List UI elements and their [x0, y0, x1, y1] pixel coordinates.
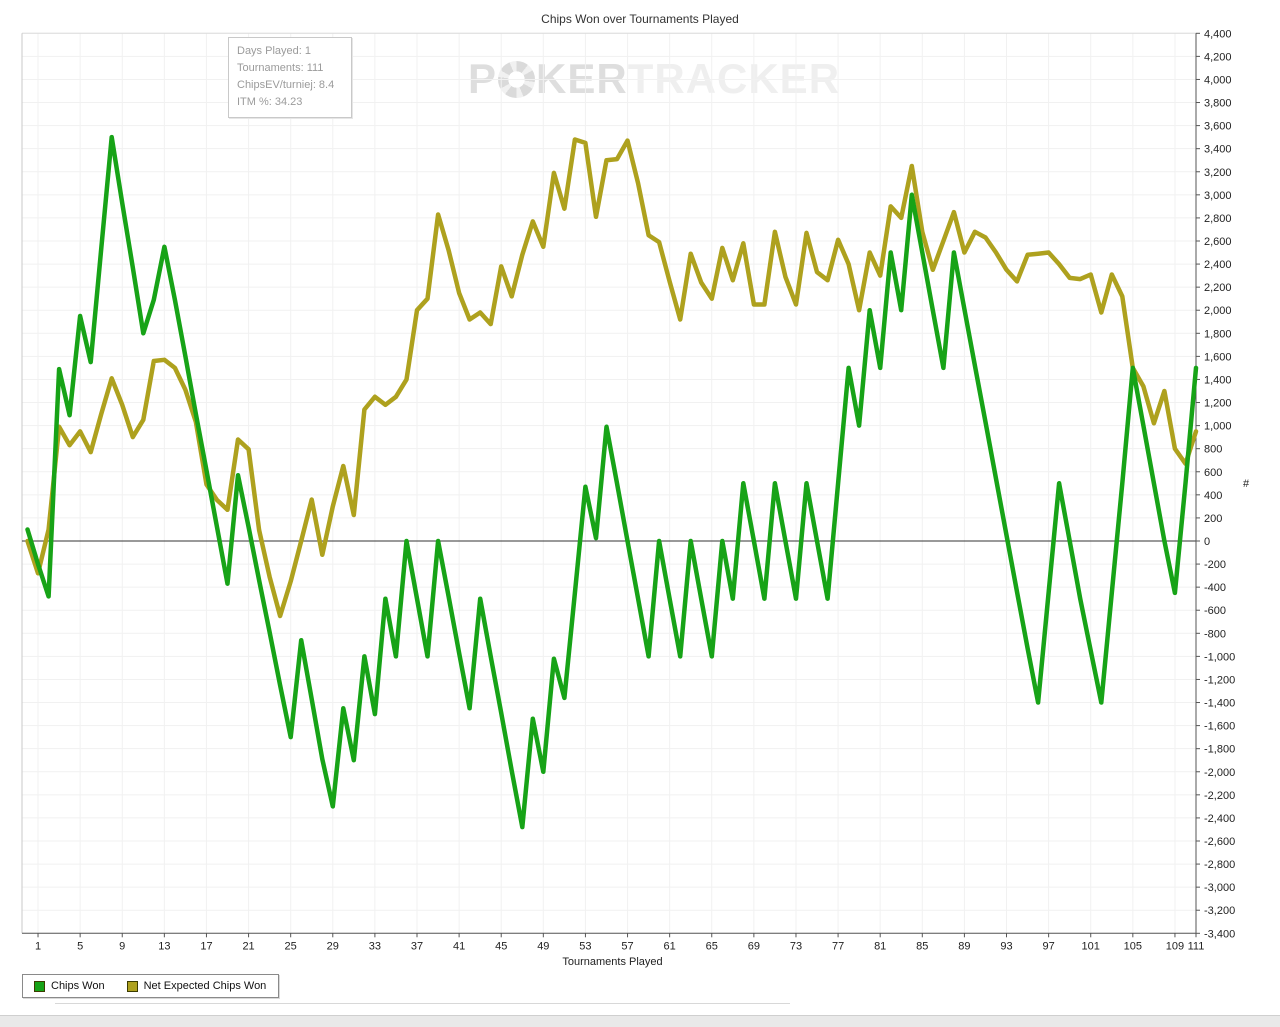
- svg-text:-1,000: -1,000: [1204, 651, 1235, 663]
- svg-text:3,400: 3,400: [1204, 144, 1232, 156]
- svg-text:5: 5: [77, 940, 83, 952]
- svg-text:4,400: 4,400: [1204, 28, 1232, 40]
- svg-text:4,000: 4,000: [1204, 74, 1232, 86]
- svg-text:1: 1: [35, 940, 41, 952]
- svg-text:97: 97: [1042, 940, 1054, 952]
- svg-text:37: 37: [411, 940, 423, 952]
- svg-text:400: 400: [1204, 490, 1222, 502]
- tooltip-chips-ev: ChipsEV/turniej: 8.4: [237, 79, 335, 91]
- svg-text:13: 13: [158, 940, 170, 952]
- hover-tooltip: Days Played: 1 Tournaments: 111 ChipsEV/…: [228, 37, 352, 118]
- window-divider: [55, 1003, 790, 1004]
- svg-text:-1,200: -1,200: [1204, 674, 1235, 686]
- watermark-text-tracker: TRACKER: [627, 55, 841, 102]
- tooltip-days-played: Days Played: 1: [237, 45, 311, 57]
- svg-text:2,200: 2,200: [1204, 282, 1232, 294]
- svg-text:17: 17: [200, 940, 212, 952]
- svg-text:-800: -800: [1204, 628, 1226, 640]
- svg-text:1,400: 1,400: [1204, 374, 1232, 386]
- tooltip-tournaments: Tournaments: 111: [237, 62, 324, 74]
- legend-label-chips-won: Chips Won: [51, 980, 105, 992]
- x-axis-title: Tournaments Played: [562, 956, 663, 968]
- legend-label-net-expected: Net Expected Chips Won: [143, 980, 267, 992]
- svg-text:25: 25: [285, 940, 297, 952]
- svg-text:-2,600: -2,600: [1204, 836, 1235, 848]
- svg-text:57: 57: [621, 940, 633, 952]
- svg-text:2,800: 2,800: [1204, 213, 1232, 225]
- svg-text:105: 105: [1124, 940, 1142, 952]
- legend-item-chips-won: Chips Won: [34, 980, 105, 992]
- svg-text:77: 77: [832, 940, 844, 952]
- svg-text:111: 111: [1188, 940, 1205, 952]
- svg-text:-1,800: -1,800: [1204, 744, 1235, 756]
- chips-won-swatch-icon: [34, 980, 45, 992]
- svg-text:41: 41: [453, 940, 465, 952]
- svg-text:3,600: 3,600: [1204, 121, 1232, 133]
- watermark-text-p: P: [468, 55, 498, 102]
- svg-text:-2,800: -2,800: [1204, 859, 1235, 871]
- svg-text:1,800: 1,800: [1204, 328, 1232, 340]
- svg-text:101: 101: [1082, 940, 1100, 952]
- svg-text:2,600: 2,600: [1204, 236, 1232, 248]
- legend-box: Chips Won Net Expected Chips Won: [22, 974, 280, 998]
- svg-text:21: 21: [242, 940, 254, 952]
- svg-text:4,200: 4,200: [1204, 51, 1232, 63]
- svg-text:-3,200: -3,200: [1204, 905, 1235, 917]
- svg-text:1,600: 1,600: [1204, 351, 1232, 363]
- svg-text:85: 85: [916, 940, 928, 952]
- svg-text:61: 61: [664, 940, 676, 952]
- tooltip-itm: ITM %: 34.23: [237, 96, 303, 108]
- svg-text:3,800: 3,800: [1204, 98, 1232, 110]
- svg-text:200: 200: [1204, 513, 1222, 525]
- watermark-text-ker: KER: [536, 55, 628, 102]
- svg-text:-600: -600: [1204, 605, 1226, 617]
- series-line-net-expected: [25, 137, 1199, 619]
- svg-text:-3,400: -3,400: [1204, 928, 1235, 940]
- net-expected-swatch-icon: [126, 980, 138, 992]
- legend-item-net-expected: Net Expected Chips Won: [126, 980, 267, 992]
- svg-text:3,200: 3,200: [1204, 167, 1232, 179]
- svg-text:1,000: 1,000: [1204, 421, 1232, 433]
- svg-text:600: 600: [1204, 467, 1222, 479]
- svg-text:-200: -200: [1204, 559, 1226, 571]
- svg-text:-2,400: -2,400: [1204, 813, 1235, 825]
- svg-text:3,000: 3,000: [1204, 190, 1232, 202]
- series-line-chips-won: [25, 134, 1199, 830]
- svg-text:89: 89: [958, 940, 970, 952]
- svg-text:53: 53: [579, 940, 591, 952]
- svg-text:1,200: 1,200: [1204, 398, 1232, 410]
- svg-text:2,400: 2,400: [1204, 259, 1232, 271]
- svg-text:2,000: 2,000: [1204, 305, 1232, 317]
- svg-text:69: 69: [748, 940, 760, 952]
- svg-text:65: 65: [706, 940, 718, 952]
- svg-text:81: 81: [874, 940, 886, 952]
- y-axis-title: #: [1243, 478, 1250, 490]
- svg-text:800: 800: [1204, 444, 1222, 456]
- svg-text:-1,600: -1,600: [1204, 721, 1235, 733]
- svg-text:-1,400: -1,400: [1204, 698, 1235, 710]
- chart-title: Chips Won over Tournaments Played: [541, 12, 739, 26]
- svg-text:-400: -400: [1204, 582, 1226, 594]
- svg-text:29: 29: [327, 940, 339, 952]
- svg-text:49: 49: [537, 940, 549, 952]
- svg-text:0: 0: [1204, 536, 1210, 548]
- svg-text:9: 9: [119, 940, 125, 952]
- svg-text:-3,000: -3,000: [1204, 882, 1235, 894]
- svg-text:-2,200: -2,200: [1204, 790, 1235, 802]
- svg-text:45: 45: [495, 940, 507, 952]
- svg-text:-2,000: -2,000: [1204, 767, 1235, 779]
- svg-text:109: 109: [1166, 940, 1184, 952]
- svg-text:73: 73: [790, 940, 802, 952]
- window-bottom-bar: [0, 1015, 1280, 1027]
- svg-text:33: 33: [369, 940, 381, 952]
- svg-text:93: 93: [1000, 940, 1012, 952]
